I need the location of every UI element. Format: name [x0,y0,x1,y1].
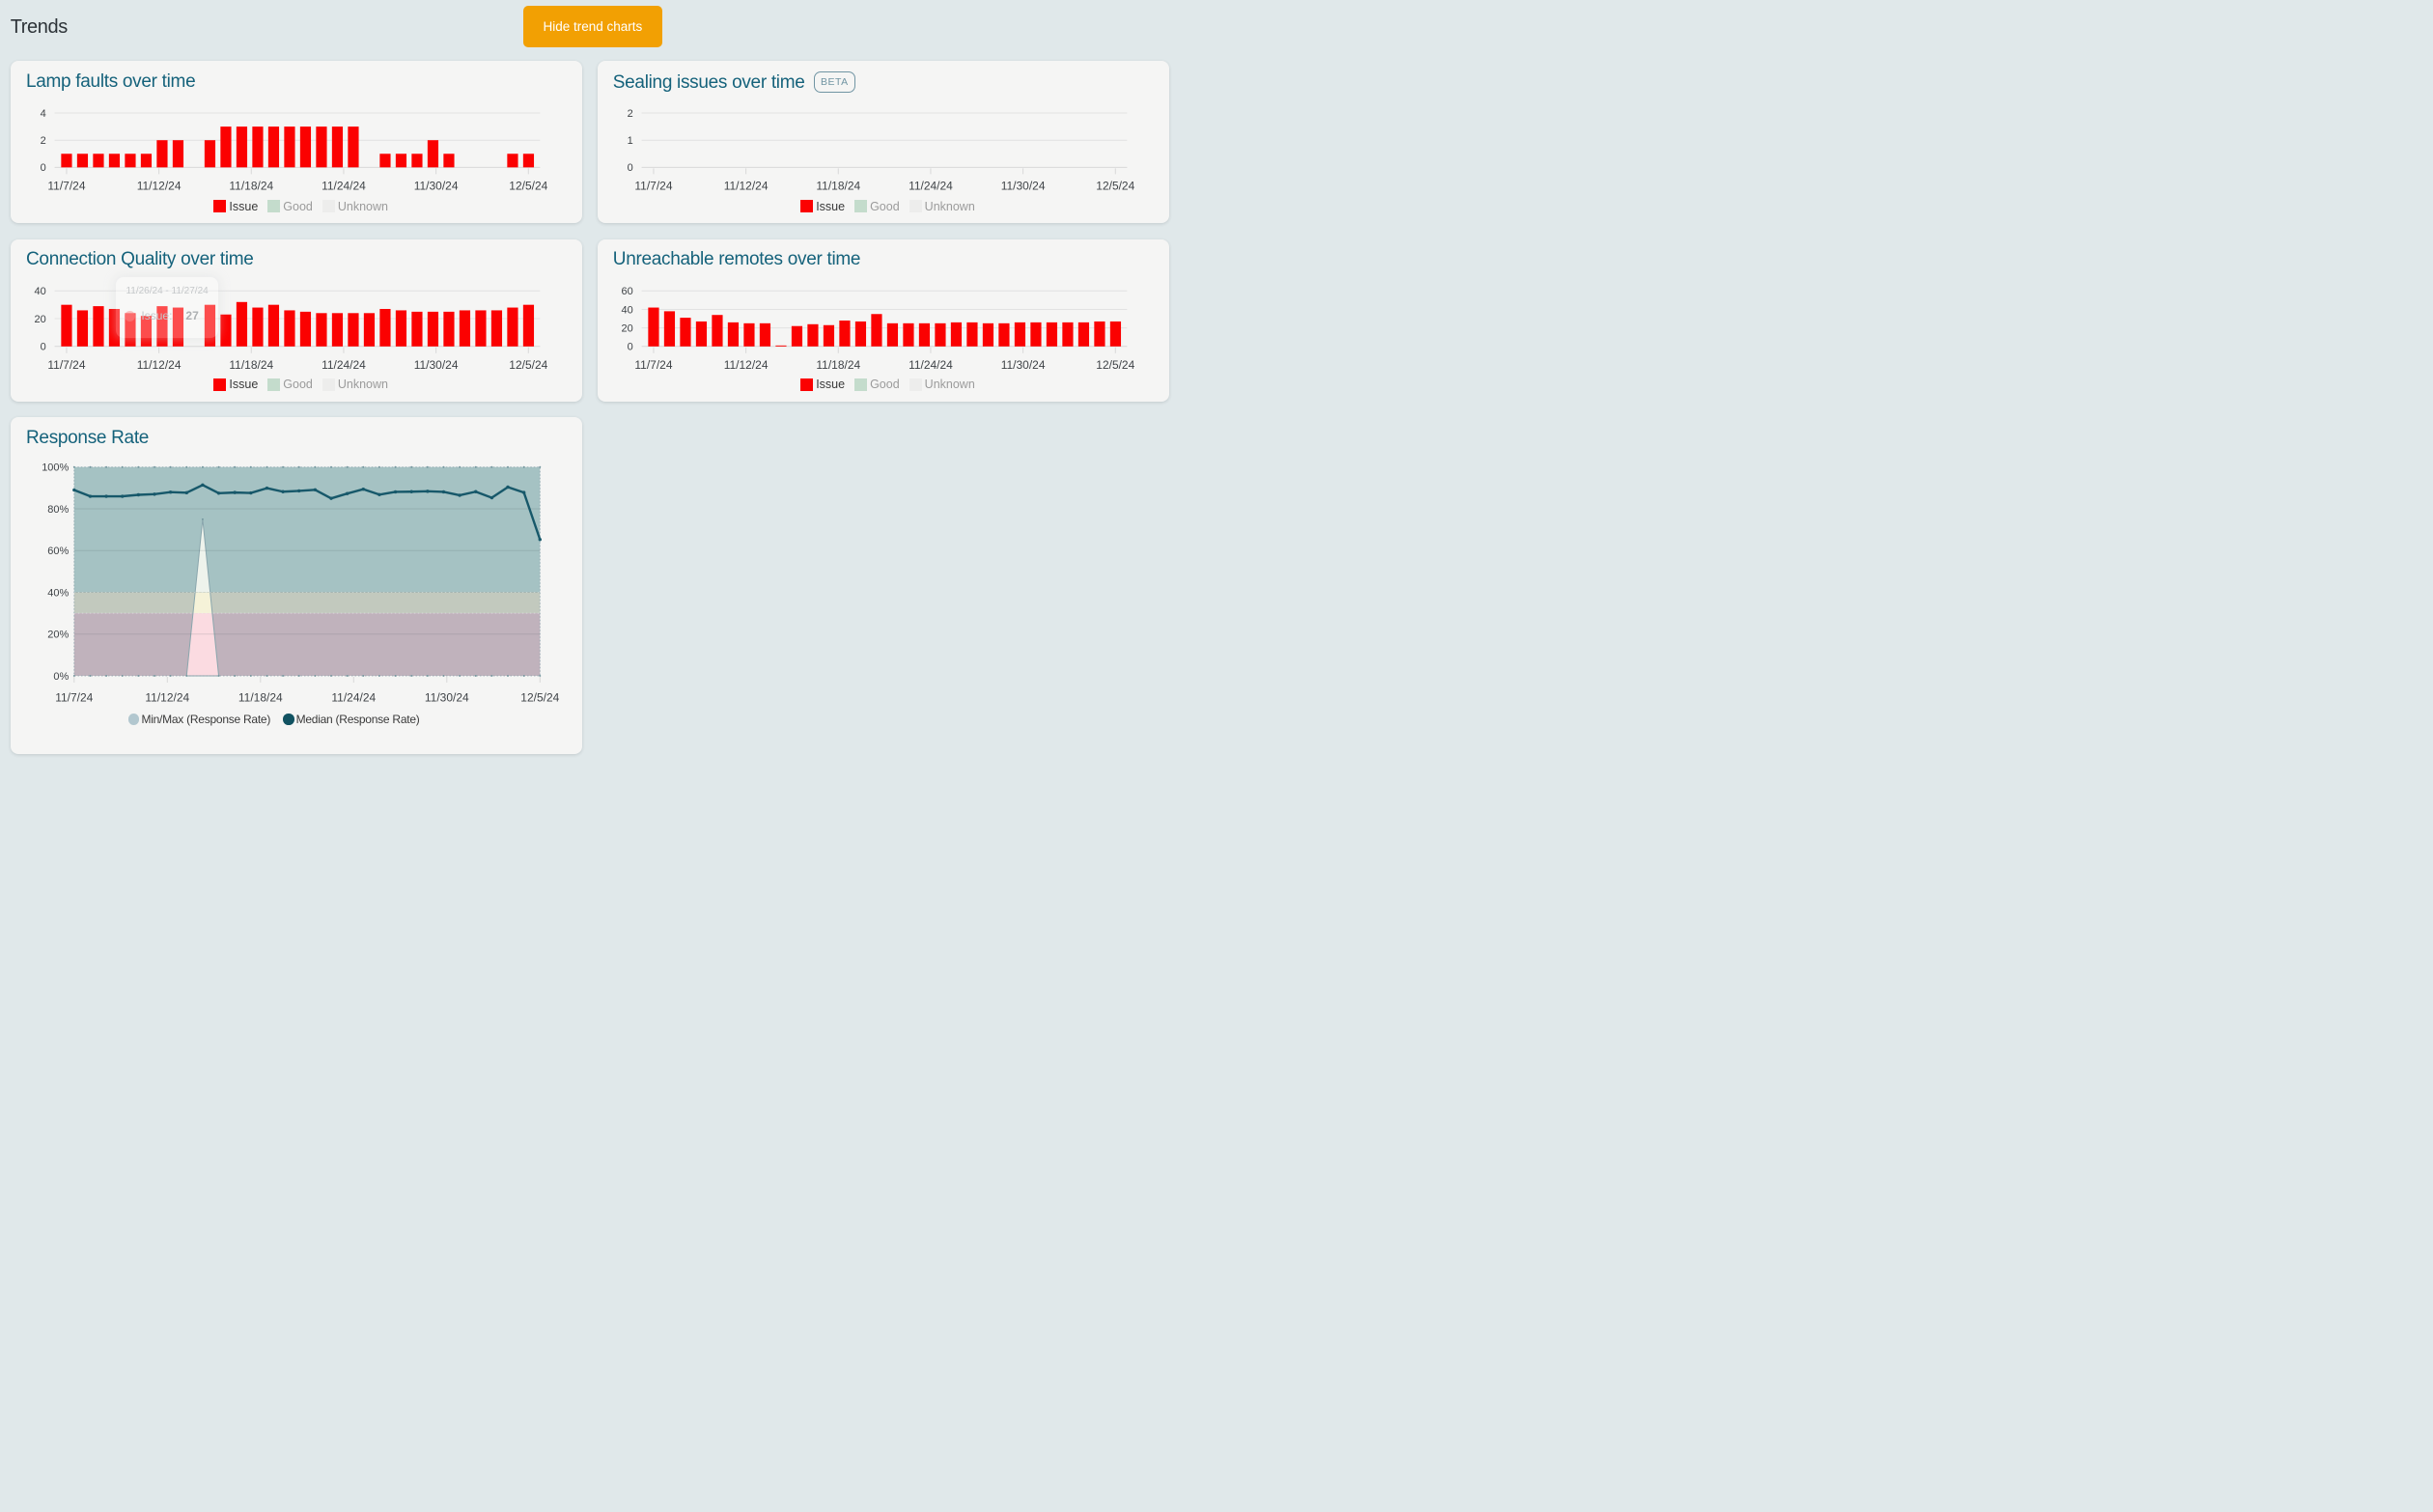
svg-text:0: 0 [40,341,45,352]
svg-text:11/12/24: 11/12/24 [723,180,768,193]
svg-text:40%: 40% [47,588,69,600]
svg-text:11/30/24: 11/30/24 [413,358,458,372]
svg-text:11/7/24: 11/7/24 [47,180,85,193]
svg-text:11/24/24: 11/24/24 [331,691,376,705]
svg-text:11/18/24: 11/18/24 [816,358,860,372]
svg-text:11/24/24: 11/24/24 [909,358,953,372]
svg-text:11/18/24: 11/18/24 [229,180,273,193]
svg-text:40: 40 [621,304,632,316]
svg-text:0: 0 [627,341,632,352]
svg-text:0: 0 [627,162,632,174]
svg-text:11/12/24: 11/12/24 [145,691,189,705]
svg-text:12/5/24: 12/5/24 [509,180,547,193]
svg-text:11/12/24: 11/12/24 [136,358,181,372]
svg-text:20%: 20% [47,630,69,641]
svg-text:1: 1 [627,135,632,147]
svg-text:11/24/24: 11/24/24 [322,358,366,372]
svg-text:11/12/24: 11/12/24 [723,358,768,372]
svg-text:11/24/24: 11/24/24 [909,180,953,193]
svg-text:60%: 60% [47,546,69,558]
svg-text:11/30/24: 11/30/24 [425,691,469,705]
svg-text:11/7/24: 11/7/24 [634,358,672,372]
svg-text:4: 4 [40,108,45,120]
svg-text:0%: 0% [53,671,69,683]
svg-text:80%: 80% [47,504,69,516]
svg-text:11/7/24: 11/7/24 [55,691,93,705]
svg-text:40: 40 [34,286,45,297]
svg-text:11/30/24: 11/30/24 [1000,358,1045,372]
svg-text:0: 0 [40,162,45,174]
svg-text:11/24/24: 11/24/24 [322,180,366,193]
svg-text:2: 2 [40,135,45,147]
svg-text:20: 20 [621,322,632,334]
svg-text:11/30/24: 11/30/24 [413,180,458,193]
svg-text:12/5/24: 12/5/24 [1096,180,1134,193]
svg-text:60: 60 [621,286,632,297]
svg-text:100%: 100% [42,462,69,474]
svg-text:11/30/24: 11/30/24 [1000,180,1045,193]
svg-text:12/5/24: 12/5/24 [509,358,547,372]
svg-text:11/7/24: 11/7/24 [634,180,672,193]
svg-text:20: 20 [34,314,45,325]
svg-text:11/18/24: 11/18/24 [229,358,273,372]
svg-text:11/18/24: 11/18/24 [238,691,283,705]
svg-text:11/12/24: 11/12/24 [136,180,181,193]
svg-text:11/18/24: 11/18/24 [816,180,860,193]
svg-text:2: 2 [627,108,632,120]
svg-text:11/7/24: 11/7/24 [47,358,85,372]
svg-text:12/5/24: 12/5/24 [520,691,559,705]
svg-text:12/5/24: 12/5/24 [1096,358,1134,372]
